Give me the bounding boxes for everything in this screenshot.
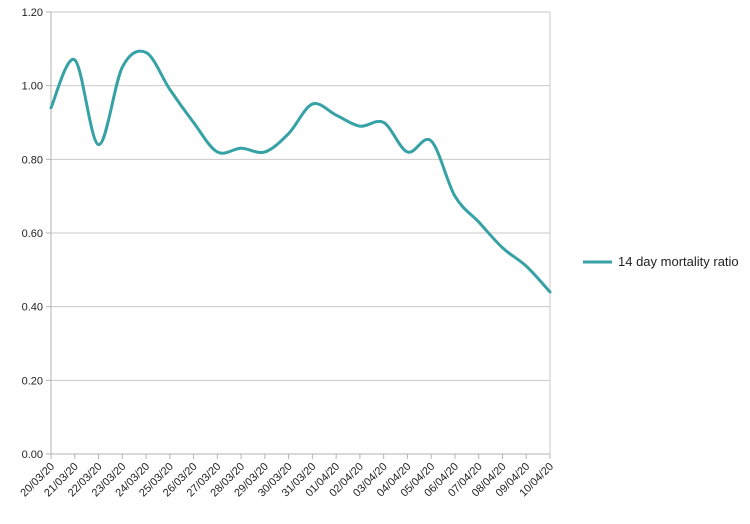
y-axis-tick-label: 0.00 [22,449,43,461]
y-axis-tick-label: 0.60 [22,228,43,240]
legend: 14 day mortality ratio [583,254,739,269]
y-axis-ticks [46,11,51,455]
y-axis-tick-label: 0.20 [22,375,43,387]
y-axis-tick-label: 0.80 [22,154,43,166]
y-axis-tick-label: 1.00 [22,81,43,93]
gridlines [51,11,551,454]
y-axis-tick-label: 1.20 [22,7,43,19]
x-axis-labels: 20/03/2021/03/2022/03/2023/03/2024/03/20… [18,461,556,500]
series-line-14-day-mortality-ratio [49,49,552,294]
legend-label: 14 day mortality ratio [618,254,739,269]
y-axis-tick-label: 0.40 [22,302,43,314]
x-axis-ticks [50,454,551,459]
y-axis-labels: 0.00 0.20 0.40 0.60 0.80 1.00 1.20 [22,7,43,461]
